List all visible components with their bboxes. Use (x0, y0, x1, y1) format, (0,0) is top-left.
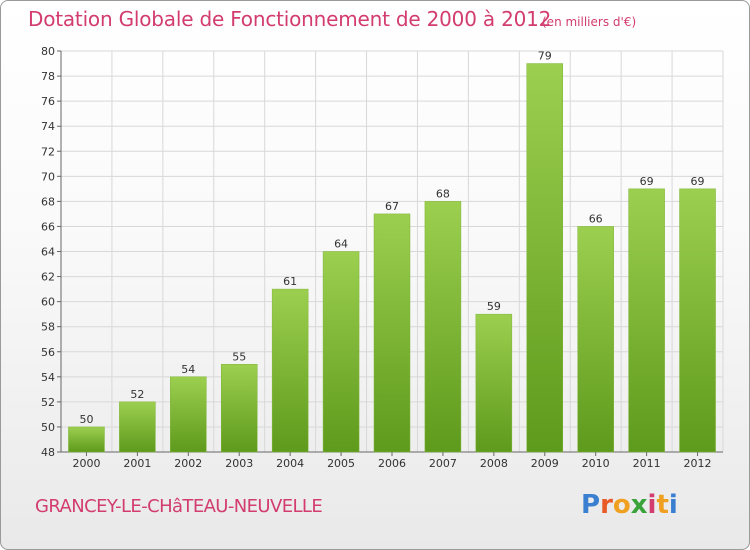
value-label-2002: 54 (181, 363, 195, 376)
ytick-label-72: 72 (41, 145, 55, 158)
ytick-label-56: 56 (41, 346, 55, 359)
value-label-2007: 68 (436, 187, 450, 200)
value-label-2000: 50 (79, 413, 93, 426)
bars (68, 63, 716, 453)
xtick-label-2002: 2002 (174, 457, 202, 470)
bar-2011 (628, 188, 665, 453)
ytick-label-70: 70 (41, 170, 55, 183)
xtick-label-2012: 2012 (684, 457, 712, 470)
ytick-label-80: 80 (41, 45, 55, 58)
bar-2007 (424, 201, 462, 453)
ytick-label-68: 68 (41, 195, 55, 208)
value-label-2012: 69 (691, 175, 705, 188)
logo-letter: P (581, 490, 601, 520)
labels: 48 50 52 54 56 58 60 62 64 66 68 70 72 74 76 78 80 50 2000… (41, 45, 712, 470)
xtick-label-2008: 2008 (480, 457, 508, 470)
xtick-label-2011: 2011 (633, 457, 661, 470)
bar-2006 (373, 213, 411, 453)
value-label-2004: 61 (283, 275, 297, 288)
bar-2004 (271, 288, 309, 453)
value-label-2008: 59 (487, 300, 501, 313)
bar-2000 (68, 426, 105, 453)
chart-subtitle: (en milliers d'€) (542, 15, 637, 29)
bar-2010 (577, 226, 614, 453)
value-label-2010: 66 (589, 212, 603, 225)
logo-letter: i (647, 490, 657, 520)
bar-2003 (220, 364, 258, 453)
xtick-label-2009: 2009 (531, 457, 559, 470)
xtick-label-2005: 2005 (327, 457, 355, 470)
xtick-label-2010: 2010 (582, 457, 610, 470)
ytick-label-52: 52 (41, 396, 55, 409)
logo-letter: t (656, 490, 669, 520)
value-label-2001: 52 (130, 388, 144, 401)
ytick-label-62: 62 (41, 271, 55, 284)
ytick-label-58: 58 (41, 321, 55, 334)
xtick-label-2000: 2000 (72, 457, 100, 470)
ytick-label-54: 54 (41, 371, 55, 384)
value-label-2009: 79 (538, 50, 552, 63)
ytick-label-74: 74 (41, 120, 55, 133)
chart-title: Dotation Globale de Fonctionnement de 20… (28, 7, 552, 31)
bar-2008 (475, 313, 513, 453)
proxiti-logo[interactable]: Proxiti (581, 490, 678, 520)
ytick-label-60: 60 (41, 296, 55, 309)
ytick-label-48: 48 (41, 446, 55, 459)
xtick-label-2001: 2001 (123, 457, 151, 470)
value-label-2003: 55 (232, 350, 246, 363)
ytick-label-76: 76 (41, 95, 55, 108)
bar-2002 (170, 376, 207, 453)
xtick-label-2006: 2006 (378, 457, 406, 470)
value-label-2011: 69 (640, 175, 654, 188)
xtick-label-2003: 2003 (225, 457, 253, 470)
ytick-label-50: 50 (41, 421, 55, 434)
ytick-label-78: 78 (41, 70, 55, 83)
xtick-label-2007: 2007 (429, 457, 457, 470)
bar-2009 (526, 63, 564, 453)
xtick-label-2004: 2004 (276, 457, 304, 470)
bar-2001 (119, 401, 156, 453)
ytick-label-66: 66 (41, 220, 55, 233)
commune-name: GRANCEY-LE-CHâTEAU-NEUVELLE (35, 496, 323, 517)
ytick-label-64: 64 (41, 246, 55, 259)
value-label-2005: 64 (334, 238, 348, 251)
bar-2012 (679, 188, 716, 453)
logo-letter: r (600, 490, 613, 520)
logo-letter: x (630, 490, 648, 520)
logo-letter: i (668, 490, 678, 520)
logo-letter: o (612, 490, 631, 520)
bar-2005 (322, 251, 360, 453)
value-label-2006: 67 (385, 200, 399, 213)
